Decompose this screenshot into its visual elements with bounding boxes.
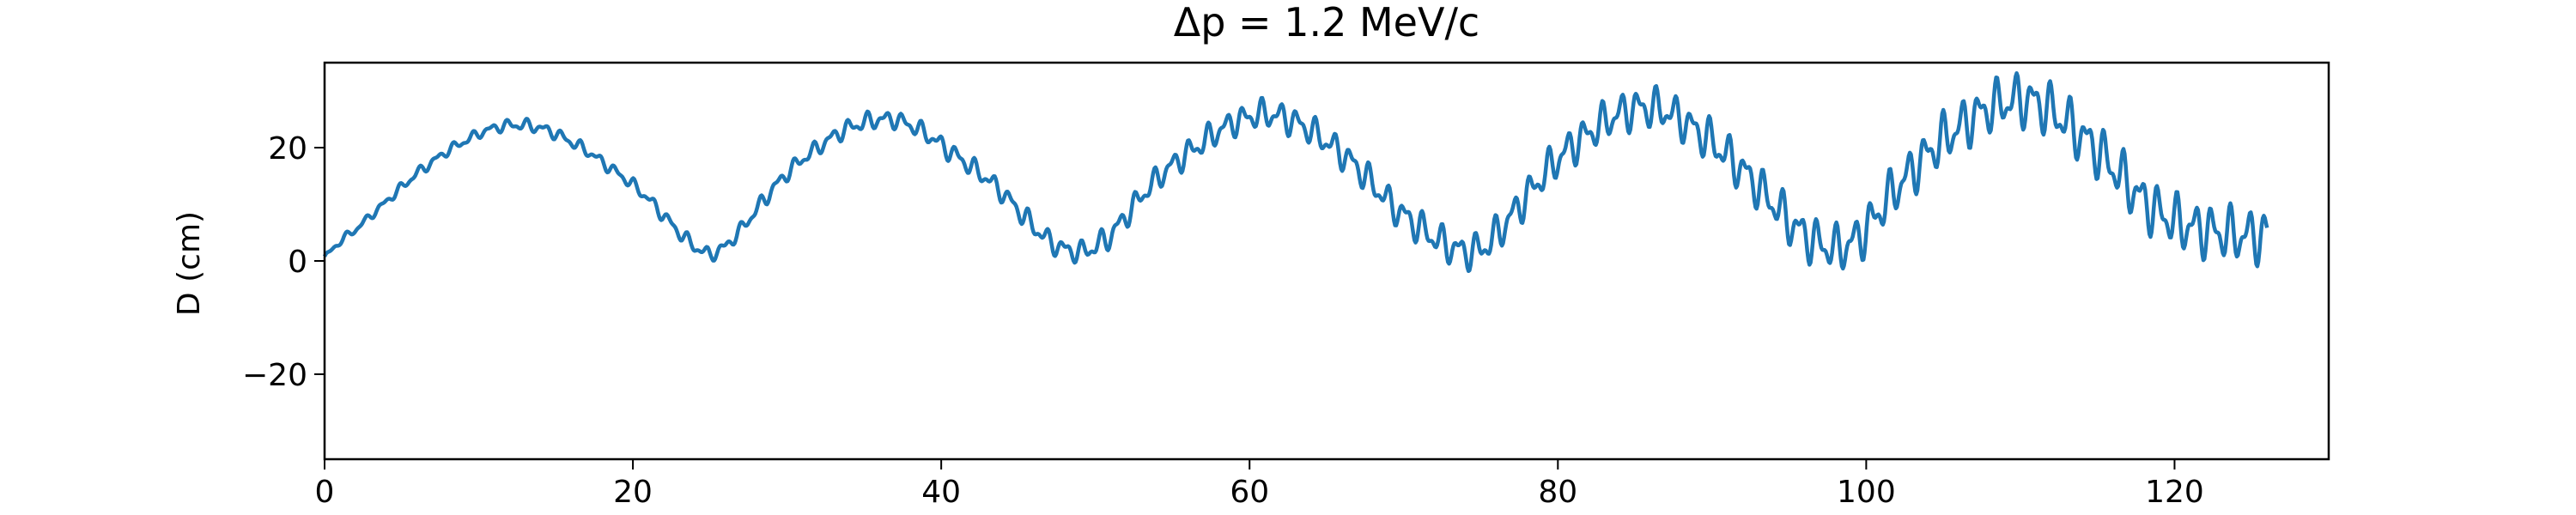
x-tick-label: 100 xyxy=(1837,475,1896,510)
y-tick-label: 20 xyxy=(268,131,307,167)
x-tick-label: 20 xyxy=(613,475,653,510)
chart-title: Δp = 1.2 MeV/c xyxy=(1174,0,1479,45)
y-axis: −20 0 20 xyxy=(242,131,325,393)
axes-frame xyxy=(323,61,2330,461)
plot-area xyxy=(322,71,2269,274)
x-tick-label: 120 xyxy=(2145,475,2204,510)
y-tick-label: 0 xyxy=(288,245,307,280)
x-tick-label: 60 xyxy=(1230,475,1269,510)
y-tick-label: −20 xyxy=(242,358,307,393)
x-tick-label: 40 xyxy=(921,475,961,510)
x-tick-label: 0 xyxy=(315,475,335,510)
series-line xyxy=(322,71,2269,274)
x-axis: 0 20 40 60 80 100 120 xyxy=(315,459,2204,510)
x-tick-label: 80 xyxy=(1538,475,1577,510)
y-axis-label: D (cm) xyxy=(172,211,207,316)
